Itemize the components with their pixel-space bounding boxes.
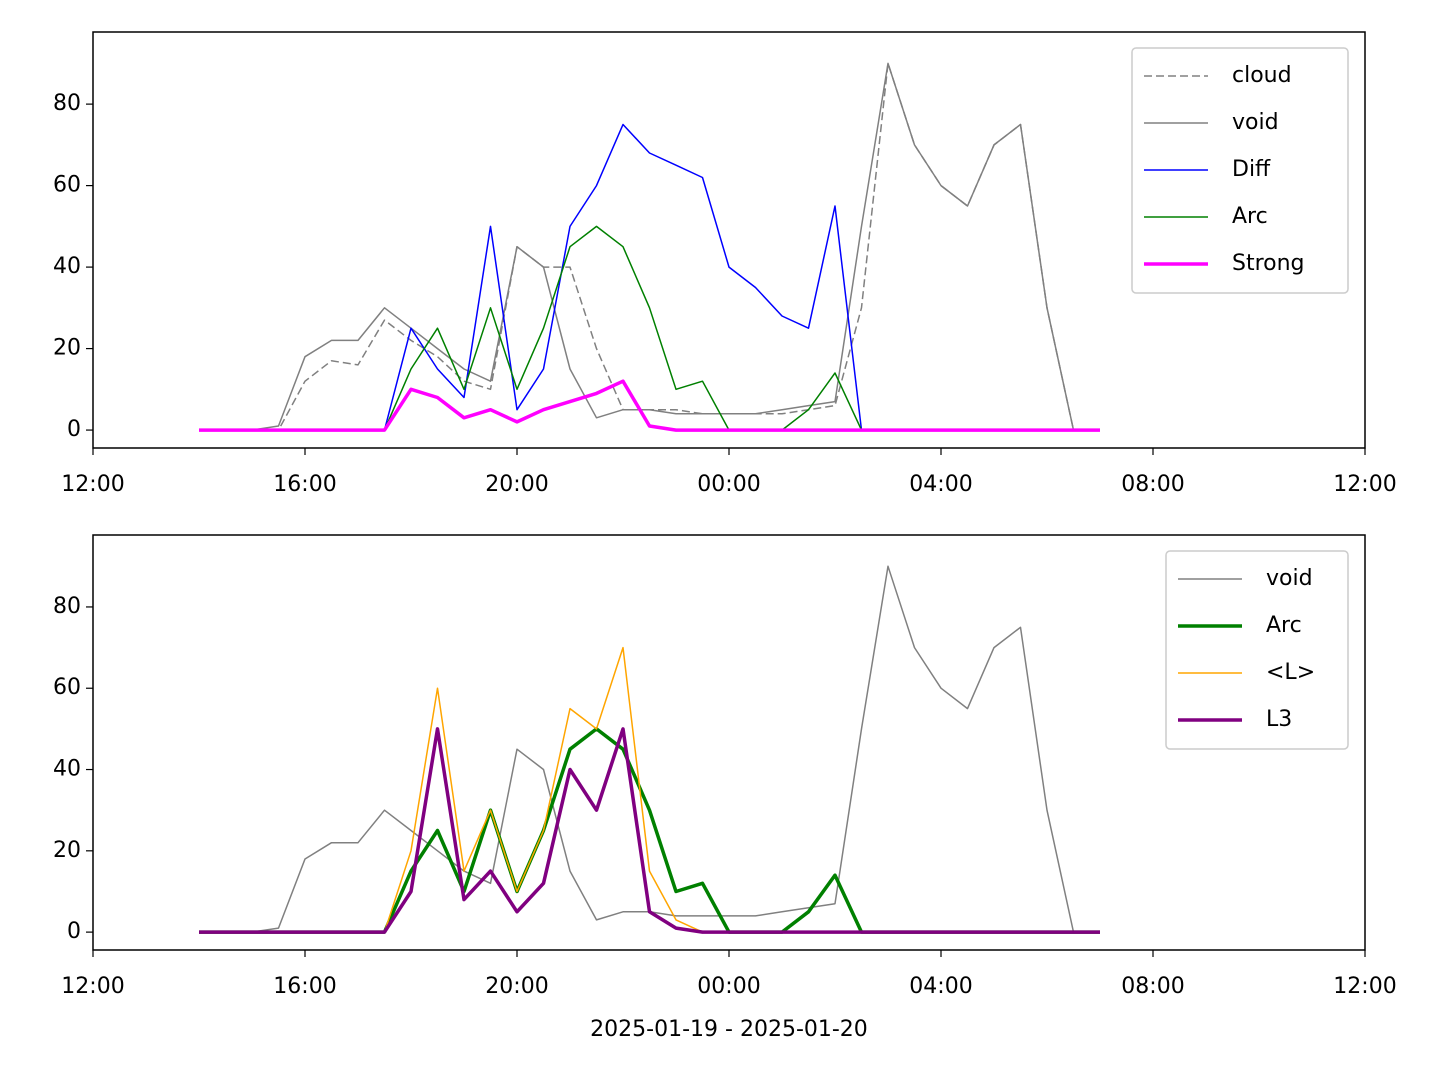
x-tick-label: 12:00	[1333, 974, 1396, 999]
legend-label: <L>	[1266, 660, 1315, 685]
x-tick-label: 16:00	[273, 974, 336, 999]
legend-label: void	[1266, 566, 1313, 591]
axes: 0 20 40 60 80 12:00 16:00 20:00 00:00 04:00 08:00 1…	[53, 534, 1397, 1042]
legend-label: cloud	[1232, 63, 1292, 88]
legend-label: void	[1232, 110, 1279, 135]
y-tick-label: 20	[53, 838, 81, 863]
x-tick-label: 20:00	[485, 974, 548, 999]
x-tick-label: 20:00	[485, 472, 548, 497]
legend-label: Strong	[1232, 251, 1305, 276]
x-tick-label: 08:00	[1121, 974, 1184, 999]
y-tick-label: 40	[53, 254, 81, 279]
axes-frame	[92, 534, 1366, 951]
legend-label: Arc	[1232, 204, 1268, 229]
legend-label: Diff	[1232, 157, 1271, 182]
axes-frame	[92, 31, 1366, 449]
x-tick-label: 12:00	[1333, 472, 1396, 497]
x-tick-label: 12:00	[61, 472, 124, 497]
series-line	[199, 225, 1100, 431]
x-tick-label: 00:00	[697, 472, 760, 497]
series-line	[199, 62, 1100, 431]
x-axis-label: 2025-01-19 - 2025-01-20	[590, 1017, 868, 1042]
series-line	[199, 565, 1100, 933]
y-tick-label: 0	[67, 417, 81, 442]
axes: 0 20 40 60 80 12:00 16:00 20:00 00:00 04:00 08:00 1…	[53, 31, 1397, 497]
y-tick-label: 80	[53, 594, 81, 619]
series-line	[199, 379, 1100, 432]
series-line	[199, 646, 1100, 933]
y-tick-label: 80	[53, 91, 81, 116]
legend-label: L3	[1266, 707, 1292, 732]
y-tick-label: 0	[67, 919, 81, 944]
legend-box	[1165, 550, 1349, 750]
x-tick-label: 12:00	[61, 974, 124, 999]
x-tick-label: 16:00	[273, 472, 336, 497]
legend-label: Arc	[1266, 613, 1302, 638]
x-tick-label: 04:00	[909, 472, 972, 497]
x-tick-label: 00:00	[697, 974, 760, 999]
legend-box	[1131, 47, 1349, 294]
series-line	[199, 62, 1100, 431]
series-line	[199, 727, 1100, 934]
y-tick-label: 20	[53, 336, 81, 361]
x-tick-label: 08:00	[1121, 472, 1184, 497]
y-tick-label: 40	[53, 757, 81, 782]
series-line	[199, 123, 1100, 431]
x-tick-label: 04:00	[909, 974, 972, 999]
y-tick-label: 60	[53, 675, 81, 700]
y-tick-label: 60	[53, 173, 81, 198]
